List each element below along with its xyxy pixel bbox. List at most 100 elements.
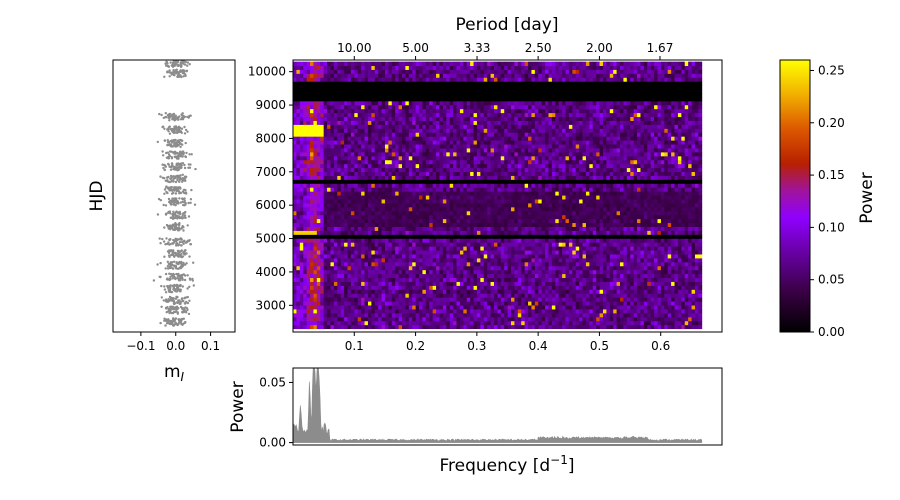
heatmap-cell <box>691 261 696 267</box>
heatmap-cell <box>299 250 304 255</box>
heatmap-cell <box>548 309 553 314</box>
heatmap-cell <box>425 242 430 247</box>
heatmap-cell <box>412 293 417 298</box>
heatmap-cell <box>306 214 311 220</box>
heatmap-cell <box>391 324 396 330</box>
heatmap-cell <box>514 273 519 279</box>
heatmap-cell <box>436 309 440 314</box>
heatmap-cell <box>613 210 618 216</box>
heatmap-cell <box>511 309 515 314</box>
heatmap-cell <box>534 246 539 251</box>
heatmap-cell <box>419 273 423 279</box>
heatmap-cell <box>378 254 382 259</box>
heatmap-cell <box>316 269 321 275</box>
heatmap-cell <box>398 312 403 318</box>
heatmap-cell <box>630 203 635 208</box>
heatmap-cell <box>694 273 699 279</box>
heatmap-cell <box>340 222 345 227</box>
lightcurve-point <box>171 242 174 245</box>
heatmap-cell <box>582 269 587 275</box>
heatmap-cell <box>439 203 444 208</box>
heatmap-cell <box>568 206 573 212</box>
heatmap-cell <box>293 222 297 227</box>
heatmap-cell <box>599 246 604 251</box>
heatmap-cell <box>538 312 543 318</box>
lightcurve-point <box>182 242 185 245</box>
heatmap-cell <box>548 246 553 251</box>
heatmap-cell <box>364 257 369 263</box>
heatmap-cell <box>327 238 331 243</box>
heatmap-cell <box>664 257 669 263</box>
heatmap-cell <box>521 285 526 290</box>
heatmap-cell <box>596 257 600 263</box>
heatmap-cell <box>371 297 376 302</box>
heatmap-cell <box>575 297 580 302</box>
heatmap-cell <box>412 230 417 235</box>
heatmap-cell <box>497 214 502 220</box>
heatmap-cell <box>698 242 703 247</box>
heatmap-cell <box>313 210 318 216</box>
heatmap-cell <box>446 269 451 275</box>
heatmap-cell <box>538 226 543 231</box>
heatmap-cell <box>511 277 515 282</box>
heatmap-cell <box>313 277 318 282</box>
lightcurve-point <box>175 142 178 146</box>
heatmap-cell <box>620 281 624 286</box>
heatmap-cell <box>633 261 638 267</box>
heatmap-cell <box>623 242 628 247</box>
heatmap-cell <box>579 203 583 208</box>
heatmap-cell <box>521 297 526 302</box>
heatmap-cell <box>419 214 423 220</box>
heatmap-cell <box>384 246 389 251</box>
heatmap-cell <box>538 234 543 239</box>
heatmap-cell <box>511 305 515 310</box>
heatmap-cell <box>419 277 423 282</box>
heatmap-cell <box>354 269 359 275</box>
heatmap-cell <box>323 269 328 275</box>
heatmap-cell <box>694 316 699 322</box>
heatmap-cell <box>293 312 297 318</box>
heatmap-cell <box>517 316 522 322</box>
heatmap-cell <box>691 214 696 220</box>
lightcurve-point <box>177 215 180 219</box>
heatmap-cell <box>599 206 604 212</box>
heatmap-cell <box>688 309 692 314</box>
lightcurve-point <box>171 141 174 144</box>
heatmap-cell <box>606 234 611 239</box>
heatmap-cell <box>323 293 328 298</box>
heatmap-cell <box>664 273 669 279</box>
heatmap-cell <box>466 265 471 271</box>
heatmap-cell <box>514 316 519 322</box>
heatmap-cell <box>647 226 652 231</box>
heatmap-cell <box>303 257 308 263</box>
heatmap-cell <box>388 226 393 231</box>
heatmap-cell <box>415 234 420 239</box>
heatmap-cell <box>436 214 440 220</box>
heatmap-cell <box>480 246 485 251</box>
heatmap-cell <box>310 312 314 318</box>
heatmap-cell <box>664 285 669 290</box>
heatmap-cell <box>378 277 382 282</box>
heatmap-cell <box>463 301 468 306</box>
heatmap-cell <box>698 273 703 279</box>
heatmap-cell <box>657 320 662 326</box>
heatmap-cell <box>514 293 519 298</box>
heatmap-cell <box>599 203 604 208</box>
heatmap-cell <box>490 214 495 220</box>
heatmap-cell <box>517 289 522 294</box>
heatmap-cell <box>555 222 560 227</box>
heatmap-cell <box>684 281 689 286</box>
heatmap-cell <box>637 324 641 330</box>
heatmap-cell <box>572 250 577 255</box>
heatmap-cell <box>541 273 546 279</box>
heatmap-cell <box>374 269 379 275</box>
heatmap-cell <box>500 281 505 286</box>
lightcurve-point <box>164 267 167 270</box>
heatmap-cell <box>684 269 689 275</box>
heatmap-cell <box>545 246 549 251</box>
lightcurve-point <box>187 201 190 205</box>
heatmap-cell <box>511 285 515 290</box>
heatmap-cell <box>626 320 631 326</box>
heatmap-cell <box>511 238 515 243</box>
heatmap-cell <box>395 242 399 247</box>
